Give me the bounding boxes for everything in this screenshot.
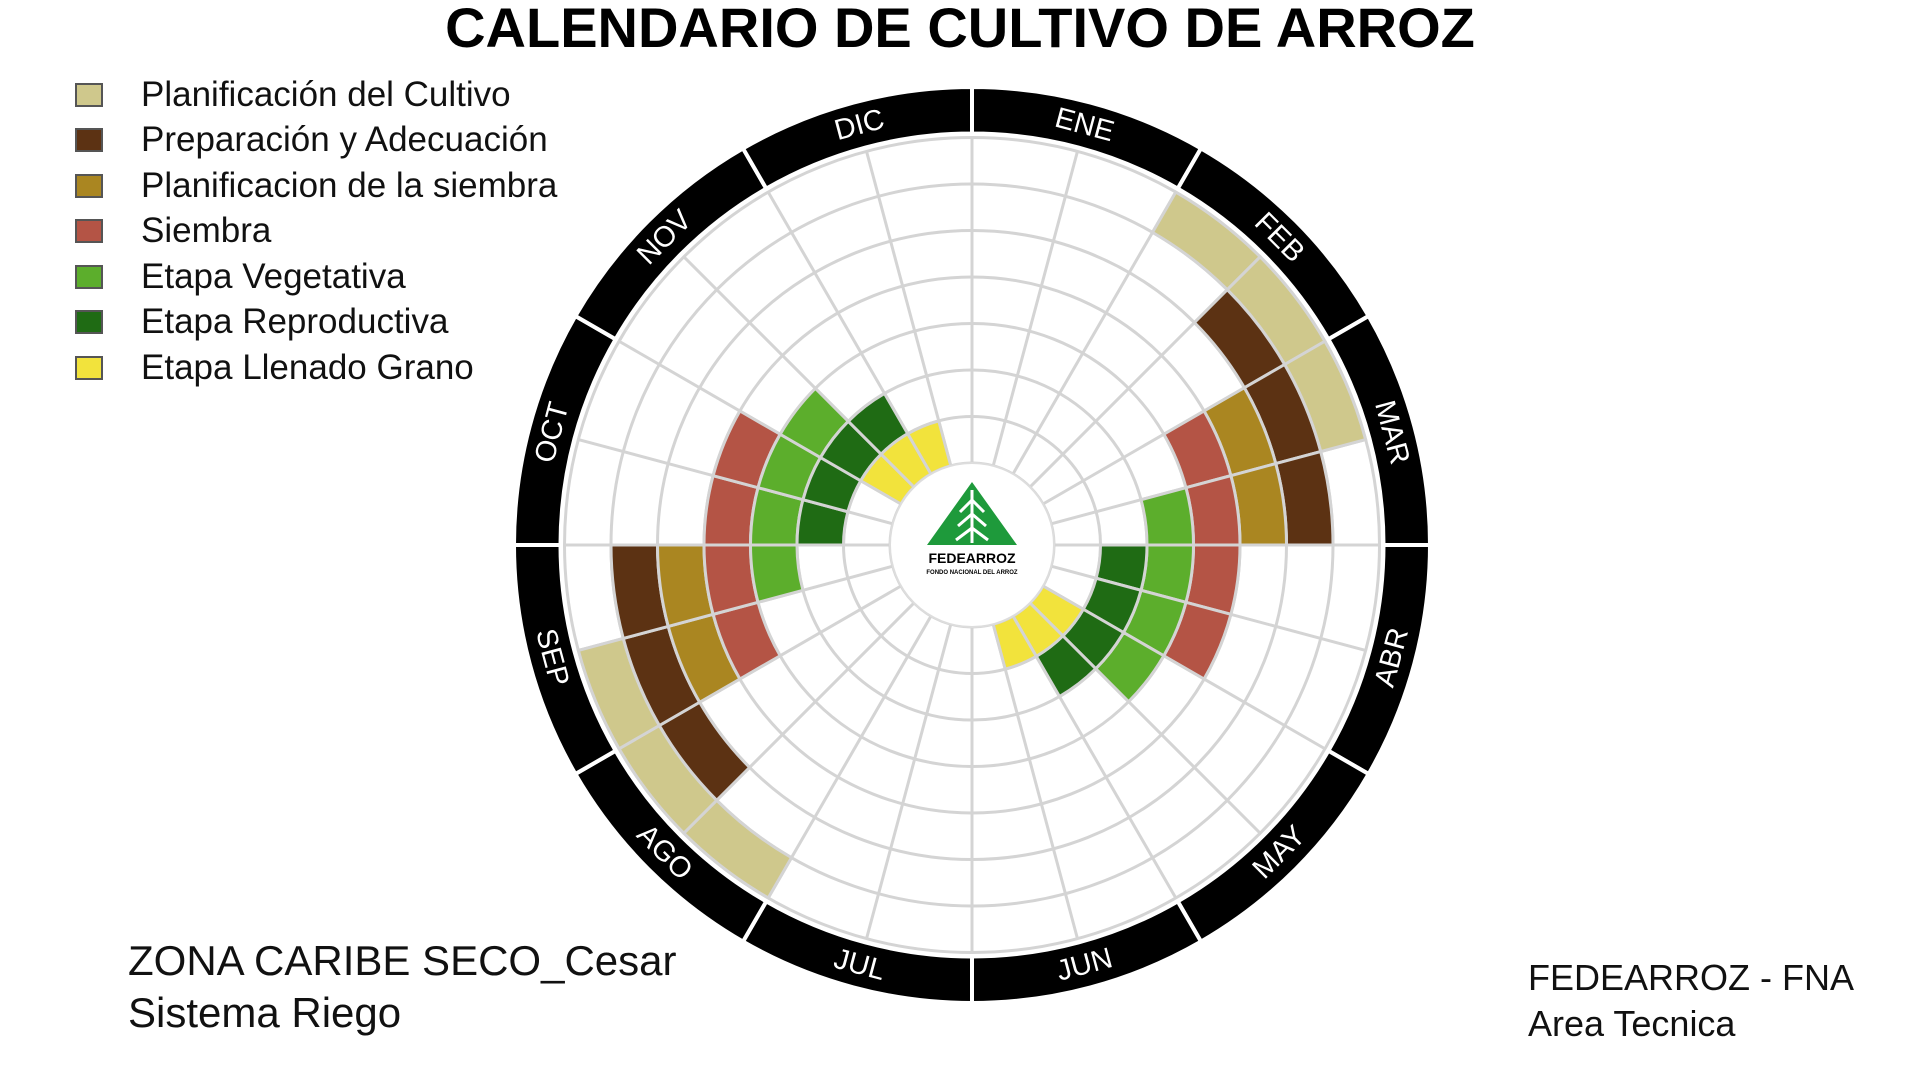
legend-label: Etapa Reproductiva <box>141 302 449 342</box>
credits-area: Area Tecnica <box>1528 1003 1736 1044</box>
fedearroz-logo: FEDEARROZ FONDO NACIONAL DEL ARROZ <box>889 462 1055 628</box>
grid-spoke <box>865 150 953 467</box>
legend-swatch <box>75 264 103 289</box>
system-name: Sistema Riego <box>128 989 402 1036</box>
legend-label: Preparación y Adecuación <box>141 120 548 160</box>
grid-spoke <box>865 623 953 940</box>
legend-item: Etapa Reproductiva <box>75 300 557 346</box>
legend-swatch <box>75 128 103 153</box>
logo-subtitle: FONDO NACIONAL DEL ARROZ <box>926 570 1018 576</box>
month-segment <box>740 84 974 192</box>
zone-name: ZONA CARIBE SECO_Cesar <box>128 937 677 984</box>
legend-label: Etapa Llenado Grano <box>141 347 474 387</box>
logo-wheat-icon <box>955 490 989 543</box>
legend-label: Siembra <box>141 211 272 251</box>
legend-item: Etapa Llenado Grano <box>75 345 557 391</box>
legend-label: Etapa Vegetativa <box>141 256 406 296</box>
grid-spoke <box>1011 191 1178 475</box>
legend-item: Planificacion de la siembra <box>75 163 557 209</box>
legend-item: Planificación del Cultivo <box>75 72 557 118</box>
legend-label: Planificación del Cultivo <box>141 74 511 114</box>
credits-org: FEDEARROZ - FNA <box>1528 957 1855 998</box>
grid-spoke <box>766 615 933 899</box>
legend-swatch <box>75 173 103 198</box>
legend-swatch <box>75 310 103 335</box>
legend-swatch <box>75 82 103 107</box>
legend: Planificación del Cultivo Preparación y A… <box>75 72 557 391</box>
credits-caption: FEDEARROZ - FNA Area Tecnica <box>1528 955 1854 1047</box>
chart-title: CALENDARIO DE CULTIVO DE ARROZ <box>445 0 1475 59</box>
legend-item: Etapa Vegetativa <box>75 254 557 300</box>
legend-item: Preparación y Adecuación <box>75 118 557 164</box>
legend-item: Siembra <box>75 209 557 255</box>
phase-arc <box>1139 485 1196 547</box>
legend-swatch <box>75 219 103 244</box>
data-layer <box>576 190 1368 900</box>
legend-swatch <box>75 355 103 380</box>
legend-label: Planificacion de la siembra <box>141 165 558 205</box>
zone-caption: ZONA CARIBE SECO_Cesar Sistema Riego <box>128 935 676 1039</box>
grid-spoke <box>991 150 1079 467</box>
logo-name: FEDEARROZ <box>928 550 1016 566</box>
phase-arc <box>748 543 805 605</box>
grid-spoke <box>991 623 1079 940</box>
